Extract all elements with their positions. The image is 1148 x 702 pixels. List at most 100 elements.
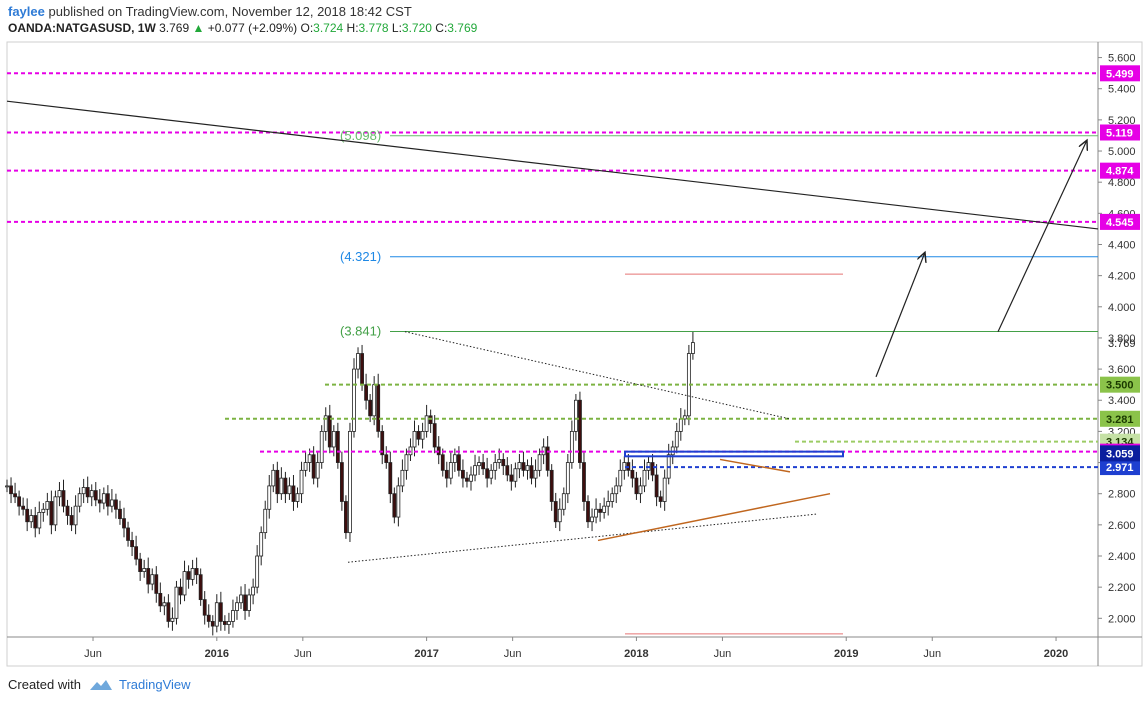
candle-body (77, 493, 82, 507)
candle-body (501, 459, 506, 467)
candle-body (61, 490, 66, 507)
candle-body (259, 532, 264, 557)
candle-body (85, 487, 90, 498)
x-tick-label: 2017 (414, 648, 438, 660)
candle-body (331, 430, 336, 448)
price-badge-label: 3.281 (1106, 414, 1134, 426)
candle-body (654, 474, 659, 498)
candle-body (57, 490, 62, 498)
candle-body (291, 485, 296, 502)
last-price-value: 3.769 (159, 21, 190, 35)
candle-body (444, 469, 449, 479)
created-with-text: Created with (8, 677, 81, 692)
candle-body (634, 477, 639, 495)
price-badge (1100, 376, 1140, 393)
candle-body (41, 508, 46, 513)
candle-body (638, 485, 643, 495)
price-badge-label: 3.500 (1106, 380, 1134, 392)
candle-body (319, 430, 324, 463)
long-trendline (6, 100, 1099, 230)
author-name[interactable]: faylee (8, 4, 45, 19)
candle-body (29, 515, 34, 523)
y-tick-label: 4.000 (1108, 302, 1136, 314)
y-tick-label: 2.600 (1108, 520, 1136, 532)
candle-body (545, 446, 550, 471)
candle-body (549, 469, 554, 502)
candle-body (206, 614, 211, 622)
candle-body (218, 602, 223, 622)
tradingview-logo-icon (89, 679, 112, 690)
chart-frame (6, 41, 1143, 667)
price-badge-label: 4.545 (1106, 217, 1134, 229)
x-tick-label: 2020 (1044, 648, 1068, 660)
y-tick-label: 2.800 (1108, 489, 1136, 501)
x-tick-label: 2019 (834, 648, 858, 660)
candle-body (315, 462, 320, 479)
candle-body (335, 430, 340, 463)
candle-body (174, 586, 179, 619)
candle-body (380, 430, 385, 456)
candle-body (384, 454, 389, 463)
candle-body (440, 454, 445, 471)
candle-body (307, 454, 312, 463)
tradingview-link[interactable]: TradingView (118, 677, 191, 692)
candle-body (565, 462, 570, 495)
candle-body (469, 474, 473, 482)
candle-body (110, 499, 114, 507)
candle-body (481, 462, 486, 470)
candle-body (275, 469, 280, 495)
price-badge-label: 2.971 (1106, 462, 1134, 474)
candle-body (231, 610, 235, 622)
candle-body (81, 487, 86, 495)
candle-body (400, 469, 405, 487)
candle-body (493, 462, 498, 471)
candle-body (214, 602, 219, 627)
candle-body (662, 477, 667, 502)
low-label: L: (391, 21, 402, 35)
candle-body (537, 454, 542, 471)
publish-info: faylee published on TradingView.com, Nov… (8, 4, 412, 19)
candle-body (114, 499, 118, 510)
y-tick-label: 4.400 (1108, 239, 1136, 251)
candle-body (5, 485, 9, 488)
candle-body (553, 501, 558, 523)
candle-body (424, 415, 429, 432)
candle-body (452, 454, 457, 463)
candle-body (586, 501, 590, 523)
candle-body (525, 465, 530, 471)
candle-body (352, 368, 356, 432)
y-tick-label: 3.800 (1108, 333, 1136, 345)
candle-body (376, 384, 381, 432)
candle-body (368, 399, 373, 417)
y-tick-label: 4.800 (1108, 177, 1136, 189)
price-change: +0.077 (+2.09%) (207, 21, 298, 35)
footer: Created with TradingView (8, 677, 191, 692)
fib-label: (5.098) (340, 128, 381, 143)
candle-body (162, 602, 167, 607)
candle-body (202, 599, 207, 616)
y-tick-label: 5.400 (1108, 84, 1136, 96)
candle-body (344, 501, 348, 534)
candle-body (578, 399, 582, 463)
y-tick-label: 4.200 (1108, 271, 1136, 283)
time-axis: Jun 2016 Jun 2017 Jun 2018 Jun 2019 Jun 2020 (84, 637, 1068, 660)
candle-body (557, 508, 562, 523)
candle-body (299, 469, 304, 495)
high-value: 3.778 (358, 21, 389, 35)
candle-body (247, 594, 251, 611)
y-tick-label: 5.600 (1108, 53, 1136, 65)
candle-body (105, 493, 110, 507)
candle-body (49, 501, 54, 526)
candle-body (582, 462, 586, 502)
candle-body (33, 515, 38, 529)
candle-body (101, 493, 106, 504)
candle-body (45, 501, 50, 510)
y-tick-label: 5.200 (1108, 115, 1136, 127)
low-value: 3.720 (401, 21, 432, 35)
candle-body (122, 518, 126, 529)
candle-body (432, 423, 437, 448)
x-tick-label: Jun (294, 648, 312, 660)
candle-body (9, 485, 13, 495)
candle-body (138, 558, 143, 572)
